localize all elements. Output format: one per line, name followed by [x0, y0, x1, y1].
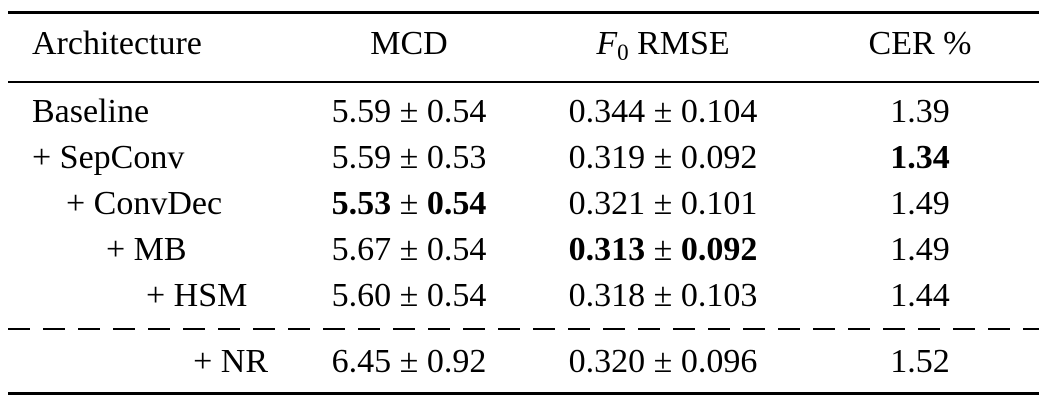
- row-f0-rmse: 0.319 ± 0.092: [532, 135, 794, 181]
- mcd-mean: 5.59: [331, 93, 392, 130]
- table-row: + SepConv 5.59 ± 0.53 0.319 ± 0.092 1.34: [0, 135, 1047, 181]
- row-cer: 1.44: [890, 277, 950, 314]
- pm-sign: ±: [645, 277, 681, 314]
- mcd-std-best: 0.54: [426, 185, 487, 222]
- header-rule: [8, 81, 1039, 83]
- pm-sign: ±: [645, 185, 681, 222]
- row-mcd: 5.60 ± 0.54: [300, 273, 518, 319]
- row-f0-rmse: 0.344 ± 0.104: [532, 89, 794, 135]
- f0-subscript: 0: [617, 40, 629, 65]
- mcd-mean: 5.67: [331, 231, 392, 268]
- f0-std: 0.092: [680, 139, 758, 176]
- table-row: Baseline 5.59 ± 0.54 0.344 ± 0.104 1.39: [0, 89, 1047, 135]
- table-row: + HSM 5.60 ± 0.54 0.318 ± 0.103 1.44: [0, 273, 1047, 319]
- header-f0-rmse: F0 RMSE: [532, 21, 794, 67]
- f0-std-best: 0.092: [680, 231, 758, 268]
- row-architecture: + NR: [193, 343, 268, 380]
- pm-sign: ±: [645, 93, 681, 130]
- mcd-std: 0.53: [426, 139, 487, 176]
- row-cer: 1.49: [890, 231, 950, 268]
- row-cer-best: 1.34: [890, 139, 950, 176]
- pm-sign: ±: [645, 231, 681, 268]
- row-cer: 1.39: [890, 93, 950, 130]
- row-f0-rmse: 0.313 ± 0.092: [532, 227, 794, 273]
- row-architecture: + MB: [106, 231, 187, 268]
- row-mcd: 5.59 ± 0.54: [300, 89, 518, 135]
- row-cer: 1.52: [890, 343, 950, 380]
- header-cer: CER %: [868, 25, 972, 62]
- mcd-std: 0.92: [426, 343, 487, 380]
- pm-sign: ±: [391, 185, 427, 222]
- pm-sign: ±: [391, 139, 427, 176]
- row-mcd: 5.53 ± 0.54: [300, 181, 518, 227]
- mcd-mean: 5.60: [331, 277, 392, 314]
- row-architecture: + SepConv: [32, 139, 185, 176]
- pm-sign: ±: [391, 93, 427, 130]
- f0-mean: 0.318: [568, 277, 646, 314]
- row-architecture: + ConvDec: [66, 185, 223, 222]
- row-mcd: 5.59 ± 0.53: [300, 135, 518, 181]
- f0-std: 0.103: [680, 277, 758, 314]
- f0-std: 0.096: [680, 343, 758, 380]
- row-mcd: 6.45 ± 0.92: [300, 339, 518, 385]
- top-rule: [8, 11, 1039, 14]
- row-f0-rmse: 0.320 ± 0.096: [532, 339, 794, 385]
- row-f0-rmse: 0.318 ± 0.103: [532, 273, 794, 319]
- pm-sign: ±: [645, 343, 681, 380]
- f0-label: RMSE: [628, 25, 730, 62]
- mcd-std: 0.54: [426, 231, 487, 268]
- f0-std: 0.104: [680, 93, 758, 130]
- f0-mean: 0.320: [568, 343, 646, 380]
- f0-mean: 0.344: [568, 93, 646, 130]
- row-f0-rmse: 0.321 ± 0.101: [532, 181, 794, 227]
- f0-mean: 0.319: [568, 139, 646, 176]
- f0-std: 0.101: [680, 185, 758, 222]
- row-mcd: 5.67 ± 0.54: [300, 227, 518, 273]
- table-row: + ConvDec 5.53 ± 0.54 0.321 ± 0.101 1.49: [0, 181, 1047, 227]
- f0-mean: 0.321: [568, 185, 646, 222]
- header-mcd: MCD: [370, 25, 448, 62]
- mcd-std: 0.54: [426, 277, 487, 314]
- pm-sign: ±: [391, 231, 427, 268]
- row-architecture: Baseline: [32, 93, 150, 130]
- header-row: Architecture MCD F0 RMSE CER %: [0, 21, 1047, 67]
- header-architecture: Architecture: [32, 25, 202, 62]
- mcd-std: 0.54: [426, 93, 487, 130]
- row-cer: 1.49: [890, 185, 950, 222]
- table-row: + NR 6.45 ± 0.92 0.320 ± 0.096 1.52: [0, 339, 1047, 385]
- mcd-mean: 6.45: [331, 343, 392, 380]
- pm-sign: ±: [391, 343, 427, 380]
- mcd-mean: 5.59: [331, 139, 392, 176]
- f0-symbol: F: [596, 25, 618, 62]
- bottom-rule: [8, 392, 1039, 395]
- pm-sign: ±: [645, 139, 681, 176]
- mcd-mean-best: 5.53: [331, 185, 392, 222]
- pm-sign: ±: [391, 277, 427, 314]
- f0-mean-best: 0.313: [568, 231, 646, 268]
- dashed-separator: [8, 328, 1039, 330]
- table-row: + MB 5.67 ± 0.54 0.313 ± 0.092 1.49: [0, 227, 1047, 273]
- row-architecture: + HSM: [146, 277, 248, 314]
